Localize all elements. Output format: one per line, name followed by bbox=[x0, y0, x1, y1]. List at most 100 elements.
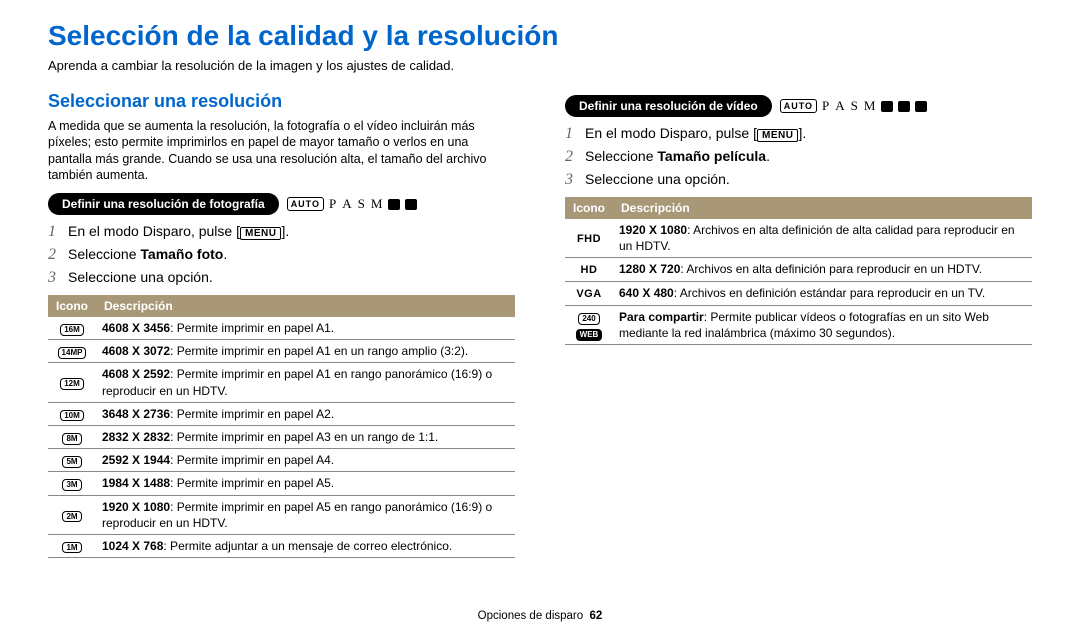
step-number: 1 bbox=[565, 125, 585, 143]
step-text: En el modo Disparo, pulse [ bbox=[585, 125, 757, 141]
resolution-icon: VGA bbox=[576, 288, 601, 300]
resolution-icon: 5M bbox=[62, 456, 81, 468]
resolution-icon: 12M bbox=[60, 378, 84, 390]
resolution-icon: 3M bbox=[62, 479, 81, 491]
auto-icon: AUTO bbox=[287, 197, 324, 211]
resolution-icon-cell: HD bbox=[565, 258, 613, 282]
description-cell: 1024 X 768: Permite adjuntar a un mensaj… bbox=[96, 534, 515, 557]
resolution-icon: 10M bbox=[60, 410, 84, 422]
resolution-icon: 2M bbox=[62, 511, 81, 523]
step-2: 2 Seleccione Tamaño película. bbox=[565, 148, 1032, 166]
content-columns: Seleccionar una resolución A medida que … bbox=[48, 91, 1032, 558]
step-text: Seleccione una opción. bbox=[68, 269, 213, 285]
section-title: Seleccionar una resolución bbox=[48, 91, 515, 112]
table-row: VGA 640 X 480: Archivos en definición est… bbox=[565, 282, 1032, 306]
left-column: Seleccionar una resolución A medida que … bbox=[48, 91, 515, 558]
footer-page: 62 bbox=[590, 610, 603, 622]
description-cell: 2592 X 1944: Permite imprimir en papel A… bbox=[96, 449, 515, 472]
th-desc: Descripción bbox=[613, 197, 1032, 219]
table-row: 12M 4608 X 2592: Permite imprimir en pape… bbox=[48, 363, 515, 402]
footer-label: Opciones de disparo bbox=[478, 610, 583, 622]
step-number: 2 bbox=[48, 246, 68, 264]
resolution-icon-cell: 10M bbox=[48, 402, 96, 425]
step-text: Seleccione una opción. bbox=[585, 171, 730, 187]
right-column: Definir una resolución de vídeo AUTO P A… bbox=[565, 91, 1032, 558]
mode-p-icon: P bbox=[329, 196, 337, 212]
th-icon: Icono bbox=[48, 295, 96, 317]
step-number: 1 bbox=[48, 223, 68, 241]
step-1: 1 En el modo Disparo, pulse [MENU]. bbox=[565, 125, 1032, 143]
video-steps: 1 En el modo Disparo, pulse [MENU]. 2 Se… bbox=[565, 125, 1032, 189]
resolution-icon-cell: 8M bbox=[48, 425, 96, 448]
menu-button-icon: MENU bbox=[757, 129, 798, 142]
resolution-icon: HD bbox=[581, 264, 598, 276]
page-title: Selección de la calidad y la resolución bbox=[48, 20, 1032, 52]
video-header-label: Definir una resolución de vídeo bbox=[565, 95, 772, 117]
description-cell: 1984 X 1488: Permite imprimir en papel A… bbox=[96, 472, 515, 495]
video-icon bbox=[915, 101, 927, 112]
resolution-icon: 14MP bbox=[58, 347, 87, 359]
resolution-icon-cell: 16M bbox=[48, 317, 96, 340]
magic-icon bbox=[405, 199, 417, 210]
mode-a-icon: A bbox=[342, 196, 352, 212]
resolution-icon-cell: 2M bbox=[48, 495, 96, 534]
description-cell: 4608 X 3456: Permite imprimir en papel A… bbox=[96, 317, 515, 340]
table-row: HD1280 X 720: Archivos en alta definició… bbox=[565, 258, 1032, 282]
resolution-icon: 16M bbox=[60, 324, 84, 336]
video-resolution-table: Icono Descripción FHD 1920 X 1080: Archiv… bbox=[565, 197, 1032, 345]
web-icon: WEB bbox=[576, 329, 603, 341]
step-2: 2 Seleccione Tamaño foto. bbox=[48, 246, 515, 264]
resolution-icon: 1M bbox=[62, 542, 81, 554]
night-icon bbox=[388, 199, 400, 210]
resolution-icon-cell: 1M bbox=[48, 534, 96, 557]
mode-icons-photo: AUTO P A S M bbox=[287, 196, 418, 212]
step-1: 1 En el modo Disparo, pulse [MENU]. bbox=[48, 223, 515, 241]
table-row: 240 WEB Para compartir: Permite publicar v… bbox=[565, 306, 1032, 345]
description-cell: 1920 X 1080: Archivos en alta definición… bbox=[613, 219, 1032, 258]
magic-icon bbox=[898, 101, 910, 112]
photo-header-label: Definir una resolución de fotografía bbox=[48, 193, 279, 215]
table-row: 5M 2592 X 1944: Permite imprimir en papel… bbox=[48, 449, 515, 472]
description-cell: 2832 X 2832: Permite imprimir en papel A… bbox=[96, 425, 515, 448]
mode-a-icon: A bbox=[835, 98, 845, 114]
description-cell: 4608 X 2592: Permite imprimir en papel A… bbox=[96, 363, 515, 402]
step-text: ]. bbox=[798, 125, 806, 141]
resolution-icon: 8M bbox=[62, 433, 81, 445]
resolution-icon: 240 bbox=[578, 313, 599, 325]
step-number: 3 bbox=[48, 269, 68, 287]
th-desc: Descripción bbox=[96, 295, 515, 317]
step-number: 2 bbox=[565, 148, 585, 166]
table-row: 16M 4608 X 3456: Permite imprimir en pape… bbox=[48, 317, 515, 340]
table-row: FHD 1920 X 1080: Archivos en alta definic… bbox=[565, 219, 1032, 258]
table-row: 10M 3648 X 2736: Permite imprimir en pape… bbox=[48, 402, 515, 425]
photo-steps: 1 En el modo Disparo, pulse [MENU]. 2 Se… bbox=[48, 223, 515, 287]
resolution-icon-cell: 14MP bbox=[48, 340, 96, 363]
table-row: 14MP 4608 X 3072: Permite imprimir en pap… bbox=[48, 340, 515, 363]
table-row: 8M 2832 X 2832: Permite imprimir en papel… bbox=[48, 425, 515, 448]
resolution-icon: FHD bbox=[577, 233, 601, 245]
resolution-icon-cell: 240 WEB bbox=[565, 306, 613, 345]
resolution-icon-cell: 3M bbox=[48, 472, 96, 495]
description-cell: 4608 X 3072: Permite imprimir en papel A… bbox=[96, 340, 515, 363]
mode-m-icon: M bbox=[371, 196, 384, 212]
description-cell: 1920 X 1080: Permite imprimir en papel A… bbox=[96, 495, 515, 534]
description-cell: 640 X 480: Archivos en definición estánd… bbox=[613, 282, 1032, 306]
description-cell: Para compartir: Permite publicar vídeos … bbox=[613, 306, 1032, 345]
mode-m-icon: M bbox=[864, 98, 877, 114]
resolution-icon-cell: 12M bbox=[48, 363, 96, 402]
step-3: 3 Seleccione una opción. bbox=[48, 269, 515, 287]
step-text: Seleccione bbox=[68, 246, 140, 262]
mode-s-icon: S bbox=[851, 98, 859, 114]
step-text: ]. bbox=[281, 223, 289, 239]
resolution-icon-cell: FHD bbox=[565, 219, 613, 258]
menu-button-icon: MENU bbox=[240, 227, 281, 240]
step-number: 3 bbox=[565, 171, 585, 189]
page-footer: Opciones de disparo 62 bbox=[0, 610, 1080, 622]
th-icon: Icono bbox=[565, 197, 613, 219]
description-cell: 3648 X 2736: Permite imprimir en papel A… bbox=[96, 402, 515, 425]
step-bold: Tamaño película bbox=[657, 148, 766, 164]
photo-resolution-table: Icono Descripción 16M 4608 X 3456: Permit… bbox=[48, 295, 515, 558]
table-row: 1M 1024 X 768: Permite adjuntar a un mens… bbox=[48, 534, 515, 557]
video-section-header: Definir una resolución de vídeo AUTO P A… bbox=[565, 95, 1032, 117]
mode-icons-video: AUTO P A S M bbox=[780, 98, 928, 114]
